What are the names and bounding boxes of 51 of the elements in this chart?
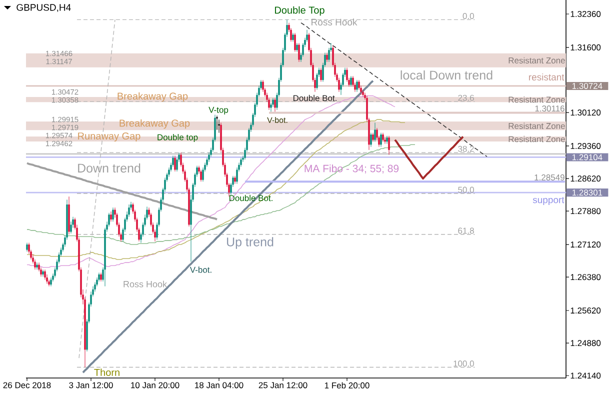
annotation: Breakaway Gap bbox=[120, 119, 190, 129]
ref-line-label: 1.28301 bbox=[572, 190, 602, 196]
y-tick-label: 1.25620 bbox=[570, 308, 601, 314]
y-tick-label: 1.28620 bbox=[570, 176, 601, 182]
x-tick-label: 3 Jan 12:00 bbox=[69, 382, 113, 388]
annotation: V-top bbox=[208, 106, 228, 115]
y-tick-label: 1.29360 bbox=[570, 142, 601, 149]
annotation: 0.0 bbox=[462, 12, 474, 19]
x-tick-label: 25 Jan 12:00 bbox=[258, 382, 308, 388]
chart-title: GBPUSD,H4 bbox=[16, 4, 71, 12]
annotation: V-bot. bbox=[267, 117, 288, 123]
y-tick-label: 1.24880 bbox=[570, 340, 601, 346]
ref-line-label: 1.29104 bbox=[572, 154, 602, 160]
band-label: Resistant Zone bbox=[508, 57, 565, 64]
annotation: Double Bot. bbox=[294, 94, 336, 102]
band-label: Resistant Zone bbox=[508, 136, 565, 142]
annotation: 50.0 bbox=[458, 186, 474, 193]
annotation: Ross Hook bbox=[124, 280, 168, 288]
annotation: Ross Hook bbox=[312, 18, 358, 26]
series-label: 1.30116 bbox=[535, 105, 564, 112]
annotation: 23.6 bbox=[458, 94, 474, 101]
band-label: Resistant Zone bbox=[508, 122, 565, 129]
ref-line-label: 1.30724 bbox=[572, 82, 602, 89]
annotation: resistant bbox=[529, 74, 564, 80]
annotation: Double top bbox=[158, 134, 198, 142]
annotation: local Down trend bbox=[400, 70, 492, 80]
annotation: Up trend bbox=[227, 237, 274, 249]
x-tick-label: 26 Dec 2018 bbox=[3, 382, 51, 388]
band-label: Resistant Zone bbox=[508, 96, 565, 103]
x-tick-label: 18 Jan 04:00 bbox=[195, 382, 244, 388]
y-tick-label: 1.27880 bbox=[570, 208, 601, 214]
y-tick-label: 1.31600 bbox=[570, 44, 601, 50]
series-label: 1.28549 bbox=[534, 174, 564, 180]
x-tick-label: 10 Jan 20:00 bbox=[131, 382, 180, 388]
annotation: Thorn bbox=[94, 368, 120, 376]
annotation: 61.8 bbox=[458, 228, 474, 234]
y-tick-label: 1.27120 bbox=[570, 242, 601, 248]
annotation: MA Fibo - 34; 55; 89 bbox=[304, 164, 399, 174]
annotation: V-bot. bbox=[190, 266, 212, 273]
annotation: Runaway Gap bbox=[78, 132, 140, 142]
annotation: Breakaway Gap bbox=[118, 92, 188, 102]
annotation: Double Top bbox=[275, 6, 324, 16]
annotation: 38.2 bbox=[458, 146, 474, 152]
y-tick-label: 1.32360 bbox=[570, 10, 601, 17]
annotation: Down trend bbox=[78, 163, 140, 173]
y-tick-label: 1.30120 bbox=[570, 110, 601, 116]
annotation: 100.0 bbox=[454, 360, 474, 367]
y-tick-label: 1.26380 bbox=[570, 274, 601, 280]
y-tick-label: 1.24140 bbox=[570, 372, 601, 379]
x-tick-label: 1 Feb 20:00 bbox=[324, 382, 370, 388]
annotation: support bbox=[532, 196, 564, 206]
